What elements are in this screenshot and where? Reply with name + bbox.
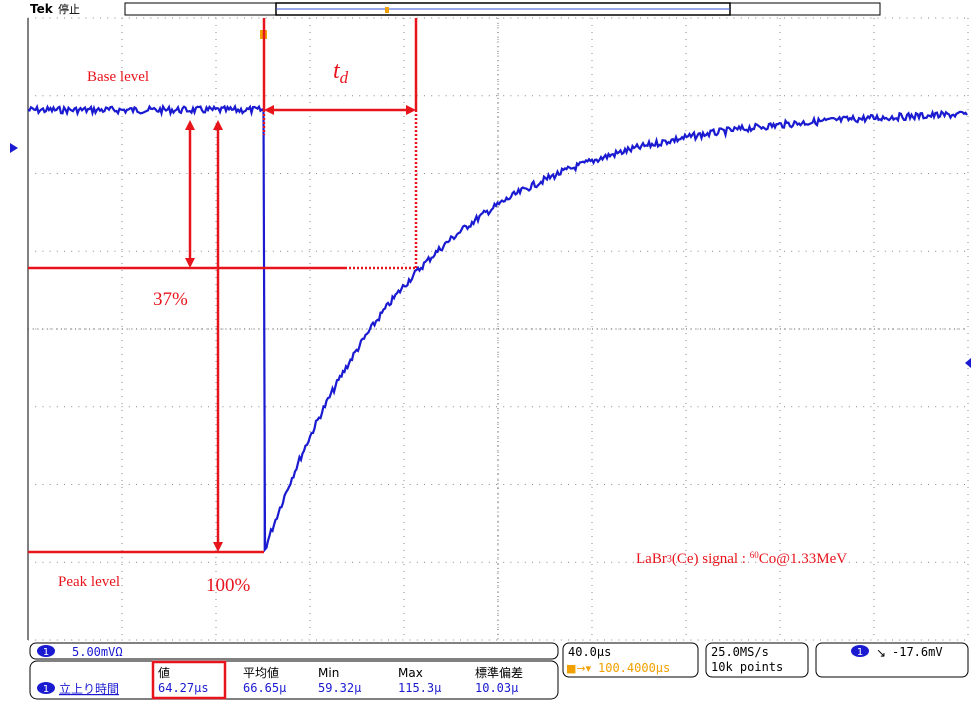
brand: Tek xyxy=(30,2,54,16)
ch-num: 1 xyxy=(43,647,49,658)
slope: ↘ xyxy=(876,646,886,660)
ch-marker xyxy=(10,143,18,153)
meas-val: 64.27μs xyxy=(158,681,209,695)
meas-val: 115.3μ xyxy=(398,681,441,695)
meas-val: 59.32μ xyxy=(318,681,361,695)
meas-val: 66.65μ xyxy=(243,681,286,695)
level-marker xyxy=(965,358,971,368)
meas-ch: 1 xyxy=(43,684,49,695)
percent-100: 100% xyxy=(206,575,251,596)
timebase: 40.0μs xyxy=(568,645,611,659)
meas-col: 値 xyxy=(158,665,170,680)
meas-val: 10.03μ xyxy=(475,681,518,695)
meas-col: Min xyxy=(318,666,339,680)
trig-icon: ■→▾ xyxy=(566,662,592,675)
t5: Co@1.33MeV xyxy=(759,551,848,567)
peak-label: Peak level xyxy=(58,574,120,590)
base-label: Base level xyxy=(87,69,149,85)
meas-col: 平均値 xyxy=(243,665,279,680)
annotation-lines xyxy=(28,18,416,552)
trigger-marker xyxy=(385,7,389,13)
acq-state: 停止 xyxy=(58,2,80,16)
trig-pos: 100.4000μs xyxy=(598,661,670,675)
trig-level: -17.6mV xyxy=(892,645,943,659)
trig-ch: 1 xyxy=(857,647,863,658)
percent-37: 37% xyxy=(153,289,188,310)
t3: (Ce) signal : xyxy=(672,551,750,567)
sample-rate: 25.0MS/s xyxy=(711,645,769,659)
meas-name: 立上り時間 xyxy=(59,681,119,696)
delay-sub: d xyxy=(340,68,349,87)
signal-label: LaBr3(Ce) signal : 60Co@1.33MeV xyxy=(636,550,847,567)
oscilloscope-screen: Tek 停止 Base level td 37% Peak level 100%… xyxy=(0,0,971,702)
delay-label: td xyxy=(333,58,349,87)
meas-col: 標準偏差 xyxy=(475,665,523,680)
t1: LaBr xyxy=(636,551,667,567)
scale: 5.00mVΩ xyxy=(72,645,123,659)
record-length: 10k points xyxy=(711,660,783,674)
meas-col: Max xyxy=(398,666,423,680)
